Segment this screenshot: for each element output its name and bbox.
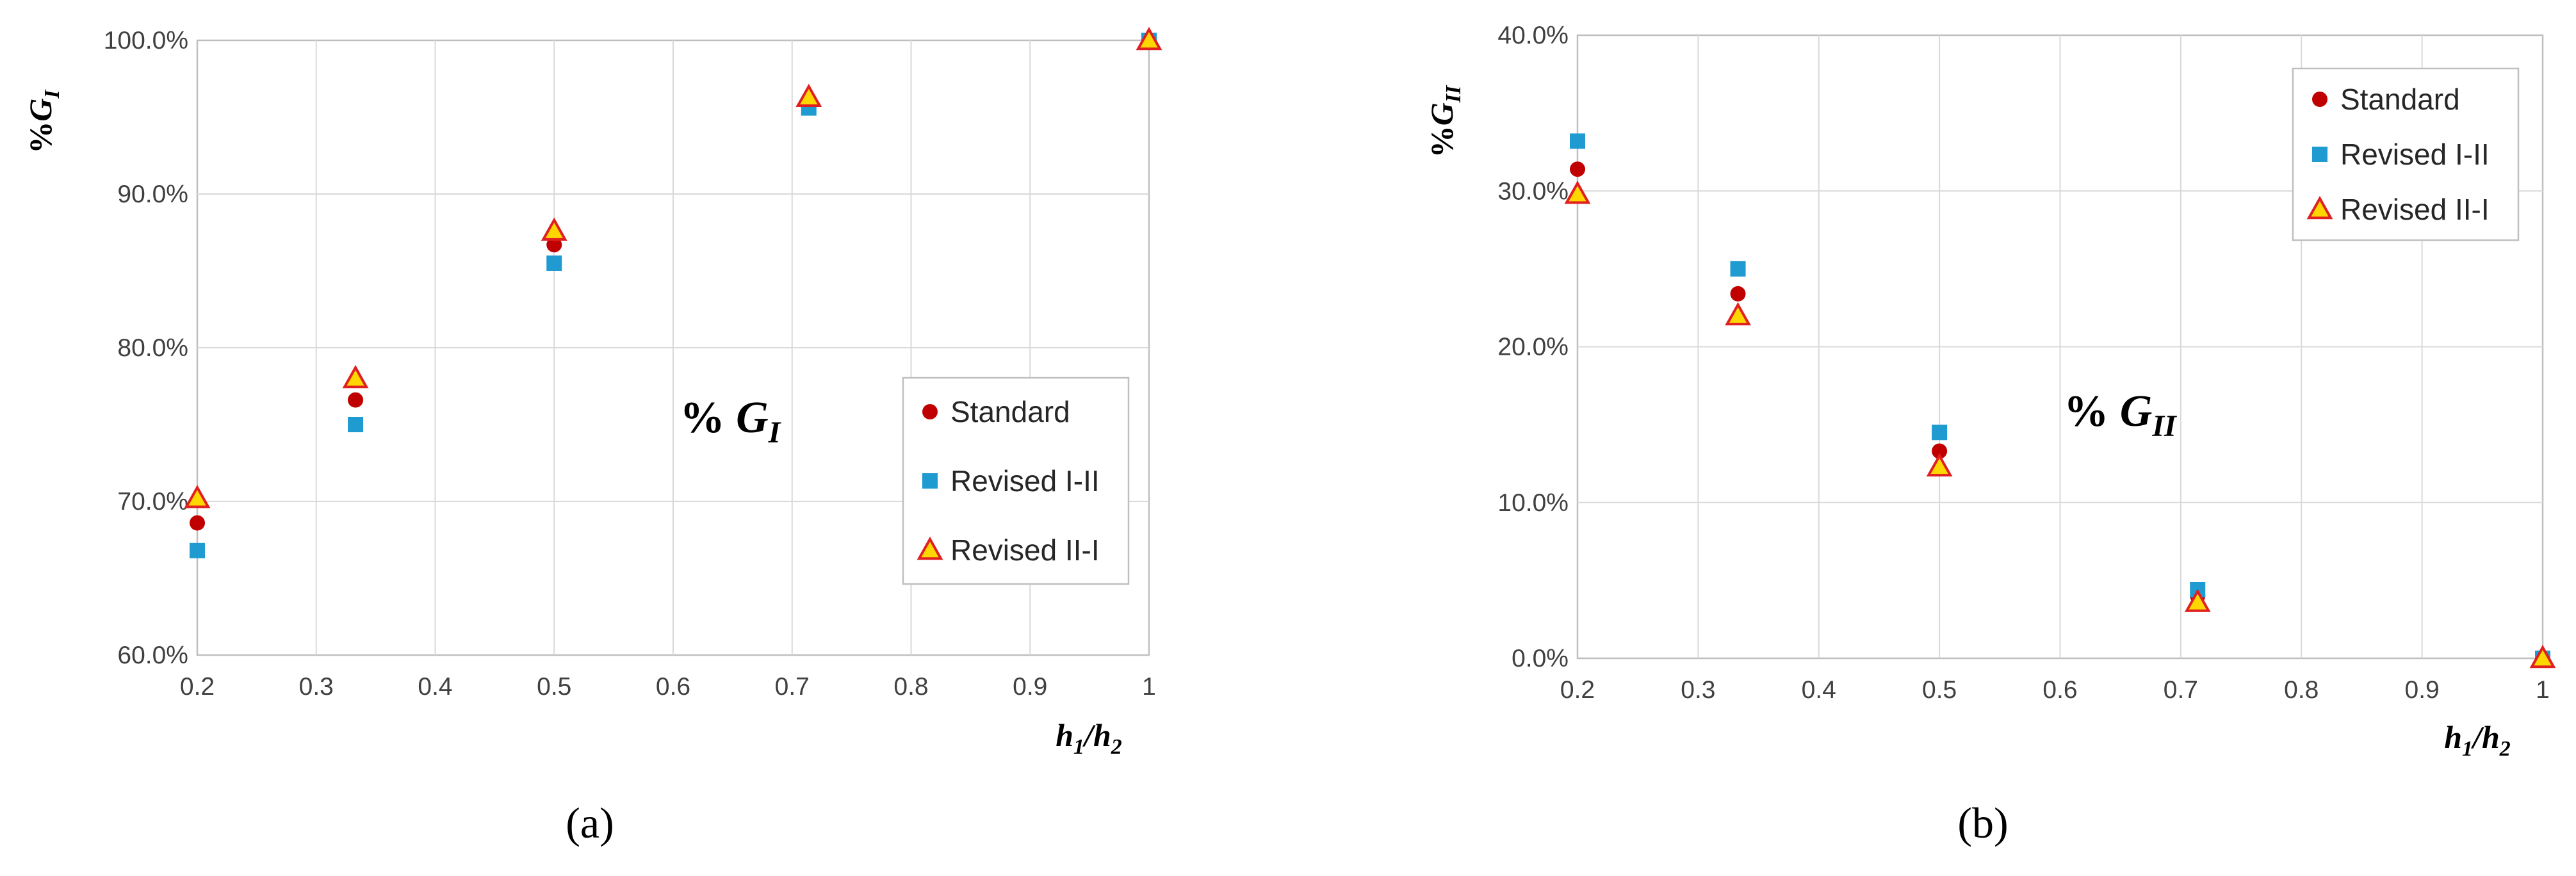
annotation-sub: I — [768, 416, 782, 450]
y-tick-label-b-3: 30.0% — [1497, 177, 1569, 205]
y-tick-label-b-1: 10.0% — [1497, 489, 1569, 517]
x-axis-label-b: h1/h2 — [2444, 719, 2511, 761]
x-tick-label-b-8: 1 — [2536, 676, 2550, 704]
data-point-b-triangle-3 — [2184, 588, 2211, 612]
legend-label-b-2: Revised II-I — [2340, 193, 2490, 226]
legend-box-b — [2292, 67, 2520, 241]
legend-label-a-1: Revised I-II — [950, 464, 1100, 498]
x-tick-label-b-3: 0.5 — [1922, 676, 1957, 704]
data-point-a-triangle-1 — [342, 364, 369, 389]
panel-label-a: (a) — [566, 799, 614, 847]
annotation-prefix: % — [680, 393, 737, 442]
data-point-b-triangle-2 — [1926, 453, 1953, 477]
data-point-a-square-1 — [348, 417, 364, 432]
data-point-a-circle-0 — [190, 515, 205, 531]
annotation-main: G — [736, 393, 769, 442]
y-axis-label-sub: II — [1442, 85, 1465, 103]
x-tick-label-a-8: 1 — [1142, 673, 1156, 701]
y-tick-label-a-3: 90.0% — [117, 181, 188, 208]
data-point-b-square-1 — [1730, 261, 1746, 277]
legend-label-a-2: Revised II-I — [950, 533, 1100, 567]
x-axis-label-h2: h — [2482, 719, 2500, 755]
panel-a-chart: 0.2 0.3 0.4 0.5 0.6 0.7 0.8 0.9 1 60.0% 70.0% 80.0%… — [22, 26, 1162, 759]
data-point-a-triangle-4 — [1136, 26, 1162, 51]
data-point-b-triangle-1 — [1725, 302, 1751, 326]
x-tick-label-a-5: 0.7 — [775, 673, 810, 701]
x-tick-label-a-7: 0.9 — [1013, 673, 1047, 701]
x-tick-label-b-6: 0.8 — [2284, 676, 2319, 704]
data-point-a-triangle-0 — [184, 485, 211, 508]
x-axis-label-slash: / — [1082, 717, 1096, 753]
x-axis-label-h1: h — [2444, 719, 2462, 755]
x-tick-label-a-4: 0.6 — [656, 673, 690, 701]
data-point-b-triangle-4 — [2529, 644, 2556, 669]
x-axis-label-sub2: 2 — [1111, 735, 1122, 759]
y-tick-label-a-0: 60.0% — [117, 642, 188, 669]
legend-marker-b-square — [2312, 147, 2327, 162]
legend-marker-a-triangle — [917, 536, 943, 560]
legend-label-b-1: Revised I-II — [2340, 138, 2490, 171]
data-point-a-triangle-2 — [541, 217, 567, 241]
y-axis-label-prefix: % — [22, 122, 58, 154]
x-axis-label-sub1: 1 — [1073, 735, 1084, 759]
legend-marker-a-square — [922, 473, 938, 489]
legend-label-a-0: Standard — [950, 395, 1070, 428]
y-tick-label-b-4: 40.0% — [1497, 22, 1569, 49]
x-tick-label-b-2: 0.4 — [1802, 676, 1836, 704]
data-point-b-triangle-0 — [1564, 181, 1591, 204]
legend-marker-a-circle — [922, 404, 938, 419]
x-axis-label-h2: h — [1093, 717, 1111, 753]
plot-annotation-a: % GI — [680, 393, 782, 450]
x-axis-label-sub1: 1 — [2462, 737, 2473, 761]
x-tick-label-b-1: 0.3 — [1681, 676, 1715, 704]
y-tick-label-b-2: 20.0% — [1497, 334, 1569, 361]
y-axis-label-prefix: % — [1424, 126, 1460, 158]
data-point-b-circle-0 — [1570, 161, 1585, 177]
x-axis-label-sub2: 2 — [2499, 737, 2511, 761]
x-axis-label-a: h1/h2 — [1056, 717, 1122, 759]
y-axis-label-main: G — [1424, 102, 1460, 126]
x-tick-label-b-0: 0.2 — [1560, 676, 1595, 704]
y-axis-label-main: G — [22, 99, 58, 122]
data-point-a-triangle-3 — [795, 83, 822, 108]
legend-marker-b-triangle — [2306, 195, 2333, 220]
legend-label-b-0: Standard — [2340, 83, 2460, 116]
data-point-a-square-0 — [190, 542, 205, 558]
panel-b-chart: 0.2 0.3 0.4 0.5 0.6 0.7 0.8 0.9 10.0%10.0%20.0%3… — [1424, 22, 2556, 761]
data-point-a-square-2 — [546, 256, 562, 271]
data-point-b-square-0 — [1570, 133, 1585, 149]
legend-box-a — [902, 377, 1130, 585]
y-axis-label-sub: I — [40, 89, 64, 99]
data-point-b-square-2 — [1932, 425, 1948, 441]
annotation-sub: II — [2151, 409, 2178, 443]
plot-annotation-b: % GII — [2064, 387, 2178, 443]
x-axis-label-h1: h — [1056, 717, 1073, 753]
data-point-a-circle-1 — [348, 392, 364, 408]
data-point-a-circle-2 — [546, 237, 562, 253]
x-axis-label-slash: / — [2470, 719, 2484, 755]
x-tick-label-a-6: 0.8 — [893, 673, 928, 701]
y-tick-label-a-1: 70.0% — [117, 488, 188, 515]
x-tick-label-b-5: 0.7 — [2164, 676, 2198, 704]
x-tick-label-a-0: 0.2 — [180, 673, 215, 701]
y-tick-label-b-0: 0.0% — [1512, 645, 1569, 672]
y-tick-label-a-4: 100.0% — [104, 27, 188, 54]
data-point-b-circle-2 — [1932, 443, 1948, 459]
y-axis-label-a: %GI — [22, 89, 64, 154]
annotation-prefix: % — [2064, 387, 2120, 436]
x-tick-label-a-2: 0.4 — [418, 673, 452, 701]
legend-marker-b-circle — [2312, 92, 2327, 107]
x-tick-label-a-3: 0.5 — [537, 673, 571, 701]
y-tick-label-a-2: 80.0% — [117, 334, 188, 362]
x-tick-label-a-1: 0.3 — [299, 673, 334, 701]
x-tick-label-b-4: 0.6 — [2042, 676, 2077, 704]
data-point-b-circle-1 — [1730, 286, 1746, 302]
panel-label-b: (b) — [1957, 799, 2008, 847]
y-axis-label-b: %GII — [1424, 85, 1465, 158]
annotation-main: G — [2120, 387, 2153, 436]
x-tick-label-b-7: 0.9 — [2405, 676, 2440, 704]
